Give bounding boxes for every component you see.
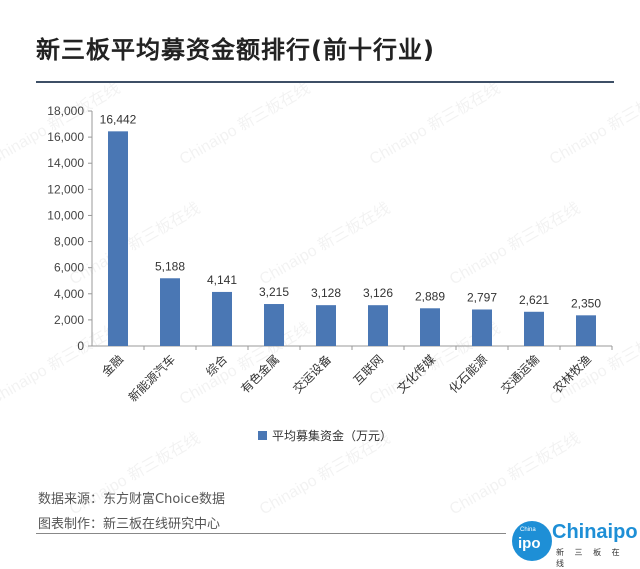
x-category-label: 新能源汽车 <box>125 352 178 405</box>
x-category-label: 交运设备 <box>290 352 335 397</box>
y-tick-label: 0 <box>77 339 84 353</box>
legend-swatch <box>258 431 267 440</box>
bar <box>316 305 336 346</box>
bar <box>212 291 232 346</box>
bar <box>108 131 128 346</box>
logo-badge: China ipo <box>512 521 552 561</box>
logo-badge-small: China <box>520 527 536 533</box>
logo-badge-text: ipo <box>518 535 541 552</box>
data-source: 数据来源：东方财富Choice数据 <box>38 492 226 507</box>
x-category-label: 互联网 <box>351 352 386 387</box>
chart-author: 图表制作：新三板在线研究中心 <box>38 517 221 532</box>
logo-wordmark: Chinaipo <box>552 521 638 543</box>
chart-title: 新三板平均募资金额排行(前十行业) <box>36 36 435 64</box>
data-label: 16,442 <box>100 112 137 126</box>
x-category-label: 综合 <box>203 352 231 380</box>
data-label: 2,797 <box>467 290 497 304</box>
bar <box>576 315 596 346</box>
data-label: 2,350 <box>571 296 601 310</box>
y-tick-label: 10,000 <box>47 208 84 222</box>
footer-divider <box>36 533 506 534</box>
data-label: 3,215 <box>259 285 289 299</box>
x-category-label: 金融 <box>99 352 127 380</box>
chinaipo-logo: China ipo Chinaipo 新 三 板 在 线 <box>512 519 638 568</box>
bar-chart: 0 2,000 4,000 6,000 8,000 10,000 12,000 14,000 1… <box>47 104 613 443</box>
data-label: 3,126 <box>363 286 393 300</box>
y-tick-label: 6,000 <box>54 261 84 275</box>
y-tick-label: 16,000 <box>47 130 84 144</box>
title-divider <box>36 81 614 83</box>
data-label: 3,128 <box>311 286 341 300</box>
x-category-label: 农林牧渔 <box>550 352 594 396</box>
y-tick-label: 14,000 <box>47 156 84 170</box>
y-tick-label: 12,000 <box>47 182 84 196</box>
y-tick-label: 18,000 <box>47 104 84 118</box>
legend-label: 平均募集资金（万元） <box>272 428 392 443</box>
x-category-label: 文化传媒 <box>394 352 439 397</box>
bar <box>420 308 440 346</box>
bar <box>368 305 388 346</box>
data-label: 2,621 <box>519 293 549 307</box>
y-tick-label: 4,000 <box>54 287 84 301</box>
bar <box>160 278 180 346</box>
y-tick-label: 8,000 <box>54 235 84 249</box>
data-label: 5,188 <box>155 259 185 273</box>
data-label: 4,141 <box>207 273 237 287</box>
bar <box>524 311 544 346</box>
x-category-label: 交通运输 <box>498 352 543 397</box>
bar <box>264 304 284 346</box>
bar <box>472 309 492 346</box>
x-category-label: 化石能源 <box>446 352 490 396</box>
y-tick-label: 2,000 <box>54 313 84 327</box>
x-category-label: 有色金属 <box>238 352 283 397</box>
logo-subtitle: 新 三 板 在 线 <box>556 548 624 568</box>
data-label: 2,889 <box>415 289 445 303</box>
